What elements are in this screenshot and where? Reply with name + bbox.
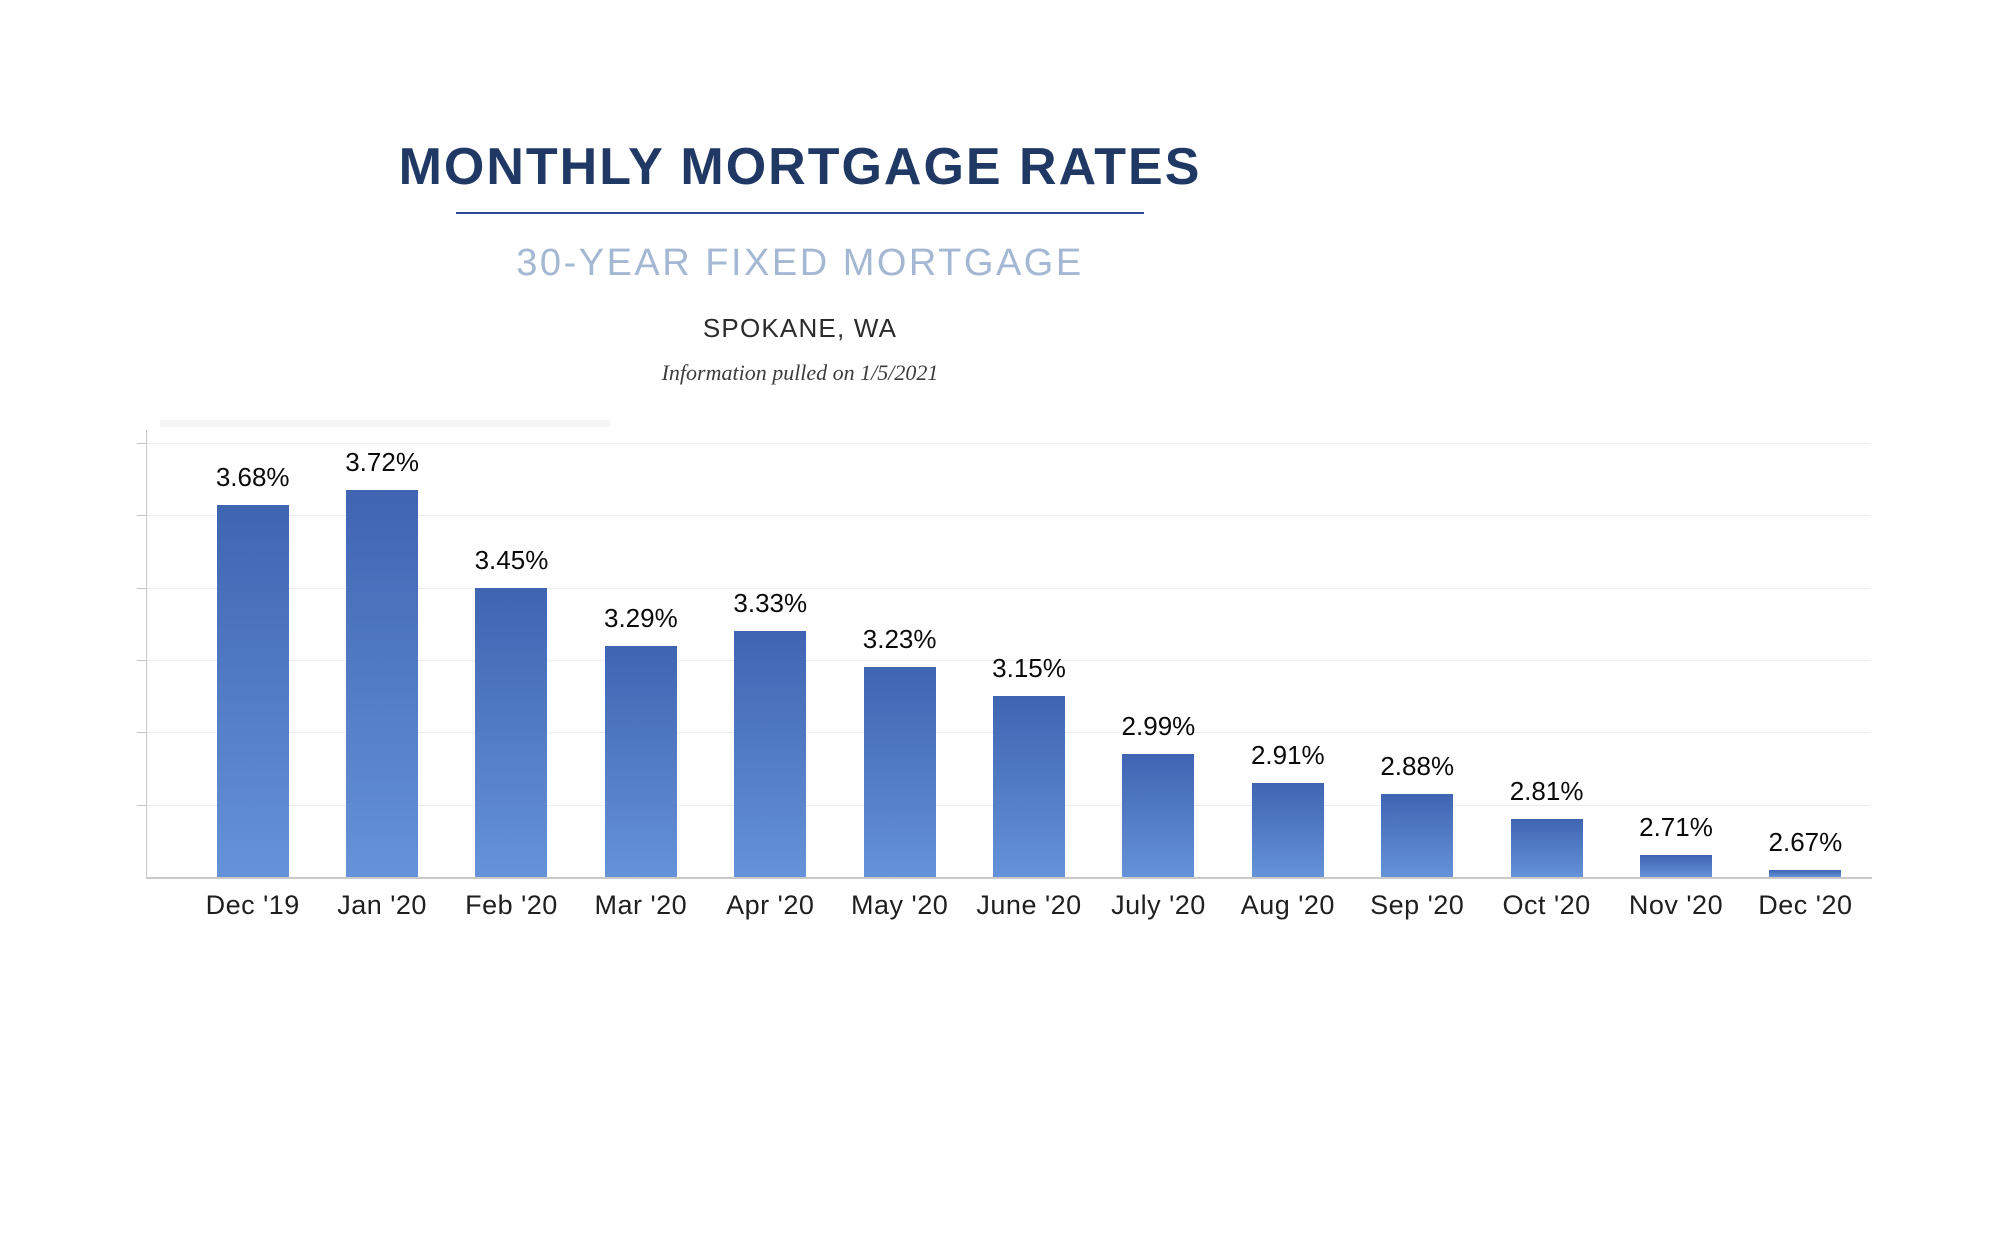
chart-note: Information pulled on 1/5/2021 — [661, 359, 939, 385]
bar-slot: 2.71% — [1611, 425, 1740, 877]
bar-value-label: 2.81% — [1509, 776, 1584, 807]
y-axis-tick — [137, 732, 147, 733]
bar-value-label: 3.68% — [215, 461, 290, 492]
title-underline — [456, 211, 1144, 214]
bar-value-label: 2.91% — [1250, 739, 1325, 770]
chart-subtitle: 30-YEAR FIXED MORTGAGE — [516, 241, 1084, 284]
bar-value-label: 3.23% — [862, 624, 937, 655]
bar-slot: 2.99% — [1094, 425, 1223, 877]
bar-value-label: 3.33% — [733, 588, 808, 619]
bar-slot: 3.23% — [835, 425, 964, 877]
chart-header: MONTHLY MORTGAGE RATES 30-YEAR FIXED MOR… — [0, 0, 1600, 386]
y-axis-tick — [137, 588, 147, 589]
bar — [346, 490, 419, 877]
bar — [216, 504, 289, 877]
bar-value-label: 3.29% — [603, 602, 678, 633]
bar-slot: 2.88% — [1353, 425, 1482, 877]
x-axis-label: Sep '20 — [1370, 890, 1465, 920]
x-axis-label: Mar '20 — [594, 890, 688, 920]
y-axis-tick — [137, 805, 147, 806]
gridline — [147, 660, 1870, 661]
bar-value-label: 2.67% — [1768, 826, 1843, 857]
bar — [993, 696, 1066, 877]
plot-top-shade — [160, 420, 610, 427]
x-axis-line — [146, 877, 1872, 879]
gridline — [147, 443, 1870, 444]
y-axis-tick — [137, 515, 147, 516]
x-axis-label: June '20 — [976, 890, 1082, 920]
bar-slot: 3.29% — [576, 425, 705, 877]
page-title: MONTHLY MORTGAGE RATES — [398, 138, 1202, 196]
x-axis-label: Dec '20 — [1758, 890, 1853, 920]
x-axis-labels: Dec '19 Jan '20 Feb '20 Mar '20 Apr '20 May '… — [188, 890, 1870, 921]
bar-value-label: 3.45% — [474, 544, 549, 575]
bar — [734, 631, 807, 877]
bar — [1639, 855, 1712, 877]
bar-slot: 3.68% — [188, 425, 317, 877]
bar — [475, 587, 548, 877]
x-axis-label: Oct '20 — [1502, 890, 1591, 920]
bar — [1122, 754, 1195, 877]
bar-slot: 2.81% — [1482, 425, 1611, 877]
bar — [863, 667, 936, 877]
x-axis-label: Nov '20 — [1628, 890, 1724, 920]
bar — [1769, 869, 1842, 877]
y-axis-tick — [137, 660, 147, 661]
x-axis-label: Apr '20 — [726, 890, 815, 920]
bar-slot: 3.15% — [964, 425, 1093, 877]
bar-slot: 3.33% — [706, 425, 835, 877]
y-axis-line — [146, 430, 147, 879]
bar — [604, 645, 677, 877]
bar — [1251, 782, 1324, 877]
bar-value-label: 2.88% — [1380, 750, 1455, 781]
plot-area: 3.68% 3.72% 3.45% 3.29% 3.33% 3.23% 3.15% 2.99%… — [188, 425, 1870, 877]
bar-value-label: 2.99% — [1121, 711, 1196, 742]
gridline — [147, 588, 1870, 589]
bar-value-label: 2.71% — [1639, 812, 1713, 843]
bar — [1510, 819, 1583, 877]
bar-slot: 3.45% — [447, 425, 576, 877]
bar-value-label: 3.72% — [345, 447, 419, 478]
bar-slot: 2.91% — [1223, 425, 1352, 877]
bar — [1381, 793, 1454, 877]
gridline — [147, 515, 1870, 516]
x-axis-label: Dec '19 — [205, 890, 300, 920]
chart-location: SPOKANE, WA — [702, 312, 898, 343]
bar-value-label: 3.15% — [992, 653, 1066, 684]
x-axis-label: Aug '20 — [1240, 890, 1335, 920]
bar-slot: 3.72% — [317, 425, 446, 877]
bar-slot: 2.67% — [1741, 425, 1870, 877]
y-axis-tick — [137, 443, 147, 444]
x-axis-label: May '20 — [851, 890, 949, 920]
x-axis-label: Feb '20 — [465, 890, 558, 920]
x-axis-label: Jan '20 — [337, 890, 427, 920]
x-axis-label: July '20 — [1111, 890, 1206, 920]
